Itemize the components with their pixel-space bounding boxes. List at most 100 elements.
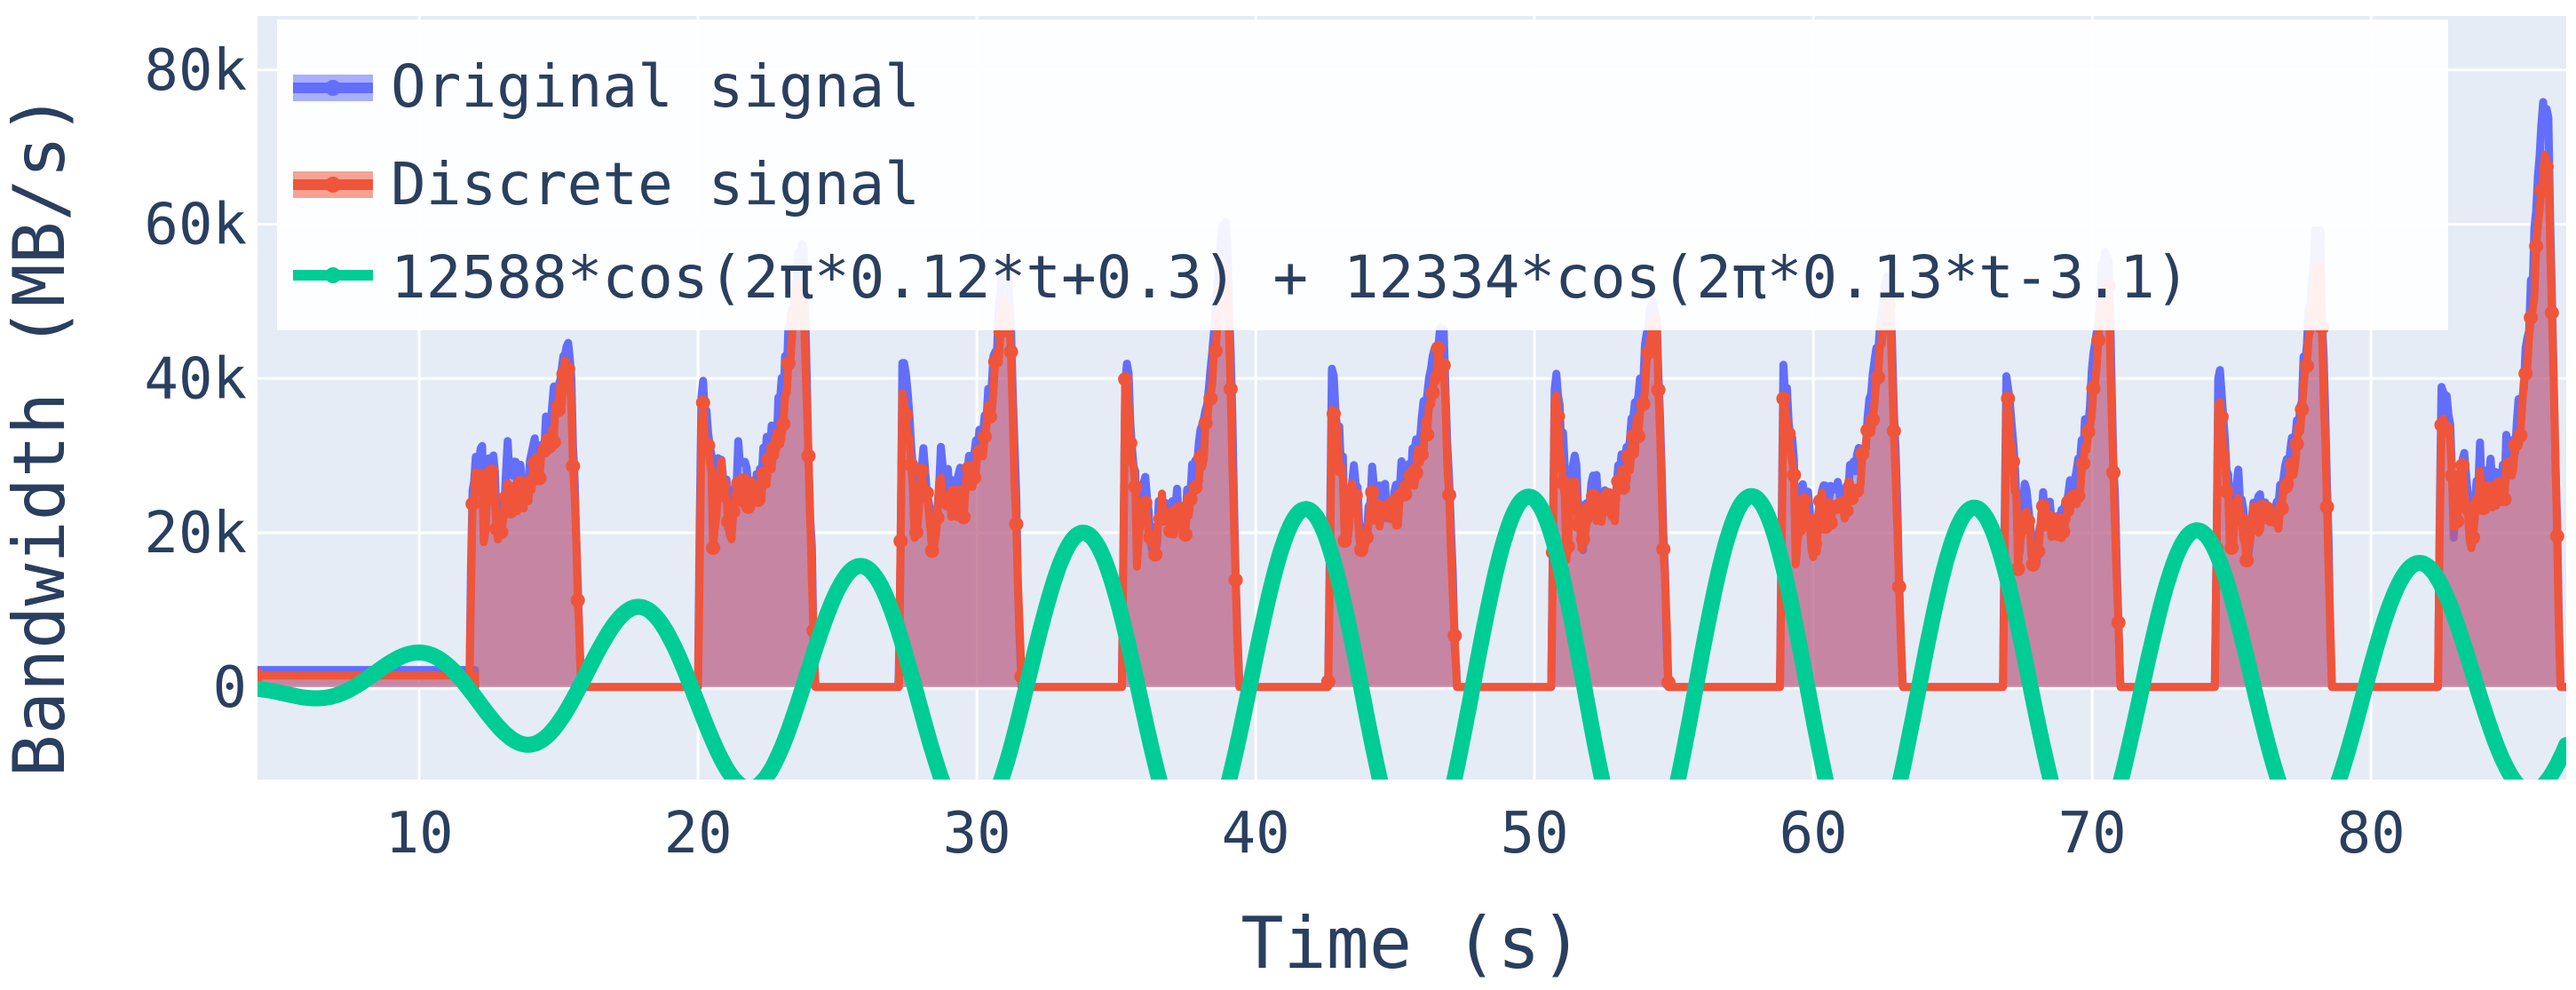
discrete-signal-point xyxy=(1431,341,1446,356)
discrete-signal-point xyxy=(1332,462,1347,477)
legend-swatch-original-marker xyxy=(325,80,341,96)
discrete-signal-point xyxy=(503,503,519,519)
discrete-signal-point xyxy=(2001,391,2016,406)
discrete-signal-point xyxy=(776,416,791,432)
discrete-signal-point xyxy=(725,504,741,519)
discrete-signal-point xyxy=(750,492,765,507)
series-group xyxy=(258,98,2566,780)
discrete-signal-point xyxy=(532,471,547,486)
discrete-signal-point xyxy=(2466,530,2481,545)
discrete-signal-point xyxy=(1636,396,1651,411)
discrete-signal-point xyxy=(2549,528,2564,543)
discrete-signal-point xyxy=(1425,385,1440,400)
discrete-signal-point xyxy=(701,438,716,453)
discrete-signal-point xyxy=(1776,392,1791,407)
fit-cosine-line xyxy=(258,487,2566,780)
discrete-signal-point xyxy=(1781,426,1796,441)
y-tick-label-40000: 40k xyxy=(144,346,247,412)
discrete-signal-point xyxy=(1571,517,1586,532)
discrete-signal-point xyxy=(1228,573,1243,588)
discrete-signal-point xyxy=(2081,424,2096,440)
discrete-signal-point xyxy=(919,486,934,501)
discrete-signal-point xyxy=(736,473,751,488)
y-tick-label-20000: 20k xyxy=(144,501,247,566)
series-layer xyxy=(258,98,2566,780)
y-tick-label-0: 0 xyxy=(212,655,247,721)
y-tick-label-80000: 80k xyxy=(144,38,247,104)
discrete-signal-point xyxy=(1630,429,1645,444)
discrete-signal-point xyxy=(1641,345,1656,360)
discrete-signal-point xyxy=(1586,488,1601,503)
discrete-signal-point xyxy=(972,444,987,459)
discrete-signal-point xyxy=(2497,492,2512,507)
discrete-signal-point xyxy=(1133,513,1148,528)
x-tick-label-80: 80 xyxy=(2337,801,2406,867)
discrete-signal-point xyxy=(1122,436,1137,451)
discrete-signal-point xyxy=(1359,530,1375,545)
discrete-signal-point xyxy=(2492,477,2507,492)
discrete-signal-point xyxy=(2285,456,2300,471)
discrete-signal-point xyxy=(2513,428,2528,443)
discrete-signal-point xyxy=(2502,463,2517,478)
discrete-signal-point xyxy=(1850,483,1865,498)
discrete-signal-point xyxy=(899,408,914,423)
discrete-signal-point xyxy=(1621,449,1636,464)
discrete-signal-point xyxy=(1871,369,1886,384)
discrete-signal-point xyxy=(977,429,992,444)
discrete-signal-point xyxy=(1807,536,1822,551)
discrete-signal-point xyxy=(527,455,543,471)
x-tick-label-20: 20 xyxy=(664,801,733,867)
discrete-signal-point xyxy=(2319,499,2334,514)
discrete-signal-point xyxy=(2056,524,2071,539)
discrete-signal-point xyxy=(914,463,929,479)
discrete-signal-point xyxy=(982,409,997,424)
discrete-signal-point xyxy=(706,541,721,556)
x-tick-label-10: 10 xyxy=(385,801,454,867)
discrete-signal-point xyxy=(1866,412,1881,427)
discrete-signal-point xyxy=(1398,487,1413,502)
x-tick-labels: 10 20 30 40 50 60 70 80 xyxy=(385,801,2406,867)
discrete-signal-point xyxy=(1178,527,1193,543)
discrete-signal-point xyxy=(801,448,816,463)
discrete-signal-point xyxy=(2106,465,2121,480)
discrete-signal-point xyxy=(570,593,585,608)
discrete-signal-point xyxy=(2544,305,2559,321)
discrete-signal-point xyxy=(2031,544,2046,559)
discrete-signal-point xyxy=(566,459,581,474)
discrete-signal-point xyxy=(2539,159,2554,174)
discrete-signal-point xyxy=(1326,407,1341,422)
discrete-signal-point xyxy=(741,499,756,514)
discrete-signal-point xyxy=(2295,402,2310,417)
discrete-signal-point xyxy=(1223,382,1238,397)
discrete-signal-point xyxy=(1886,424,1901,439)
discrete-signal-point xyxy=(1009,517,1024,532)
discrete-signal-point xyxy=(2476,501,2491,516)
discrete-signal-point xyxy=(2461,501,2476,516)
discrete-signal-point xyxy=(1656,542,1671,557)
x-tick-label-50: 50 xyxy=(1501,801,1569,867)
discrete-signal-point xyxy=(465,496,480,511)
discrete-signal-point xyxy=(1560,539,1575,554)
legend-background xyxy=(277,20,2448,330)
legend-item-discrete[interactable]: Discrete signal xyxy=(293,150,920,218)
legend-label-discrete: Discrete signal xyxy=(391,150,920,218)
legend-item-fit[interactable]: 12588*cos(2π*0.12*t+0.3) + 12334*cos(2π*… xyxy=(293,243,2191,312)
discrete-signal-point xyxy=(2529,239,2544,254)
discrete-signal-point xyxy=(2524,310,2539,325)
discrete-signal-point xyxy=(956,510,971,525)
discrete-signal-point xyxy=(2219,484,2234,499)
discrete-signal-point xyxy=(2214,409,2229,424)
discrete-signal-point xyxy=(560,361,575,376)
discrete-signal-point xyxy=(781,356,796,371)
discrete-signal-point xyxy=(1183,491,1198,506)
x-tick-label-30: 30 xyxy=(943,801,1011,867)
discrete-signal-point xyxy=(2299,358,2314,373)
discrete-signal-point xyxy=(967,470,982,485)
discrete-signal-point xyxy=(1193,449,1208,464)
discrete-signal-point xyxy=(1208,344,1223,359)
discrete-signal-point xyxy=(908,525,923,540)
legend-item-original[interactable]: Original signal xyxy=(293,52,920,121)
discrete-signal-point xyxy=(1823,515,1838,530)
legend: Original signal Discrete signal 12588*co… xyxy=(277,20,2448,330)
